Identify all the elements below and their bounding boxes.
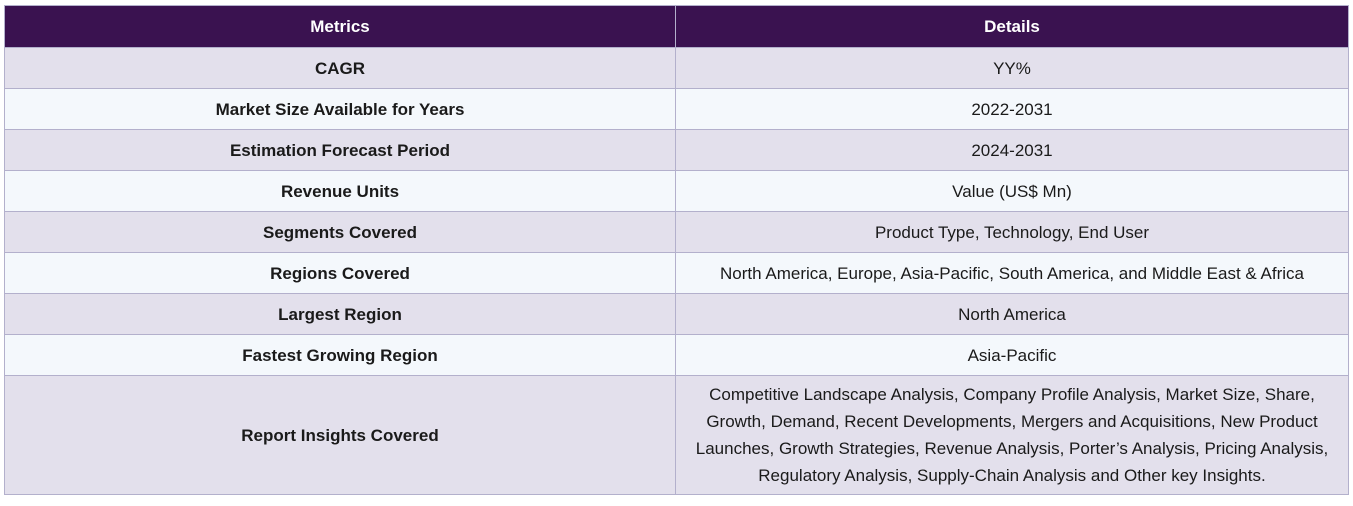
table-row: Regions Covered North America, Europe, A… <box>4 252 1349 294</box>
metric-cell: Revenue Units <box>4 170 676 212</box>
metric-cell: CAGR <box>4 47 676 89</box>
details-cell: 2024-2031 <box>675 129 1349 171</box>
metric-cell: Report Insights Covered <box>4 375 676 495</box>
metric-cell: Regions Covered <box>4 252 676 294</box>
metric-cell: Estimation Forecast Period <box>4 129 676 171</box>
table-row: Estimation Forecast Period 2024-2031 <box>4 129 1349 171</box>
details-cell: North America <box>675 293 1349 335</box>
table-row: Largest Region North America <box>4 293 1349 335</box>
metrics-table: Metrics Details CAGR YY% Market Size Ava… <box>4 5 1349 495</box>
table-row: Report Insights Covered Competitive Land… <box>4 375 1349 495</box>
details-cell: YY% <box>675 47 1349 89</box>
details-cell: Asia-Pacific <box>675 334 1349 376</box>
details-cell: Competitive Landscape Analysis, Company … <box>675 375 1349 495</box>
metric-cell: Market Size Available for Years <box>4 88 676 130</box>
details-cell: North America, Europe, Asia-Pacific, Sou… <box>675 252 1349 294</box>
metric-cell: Fastest Growing Region <box>4 334 676 376</box>
header-row: Metrics Details <box>4 5 1349 48</box>
details-cell: 2022-2031 <box>675 88 1349 130</box>
table-row: Revenue Units Value (US$ Mn) <box>4 170 1349 212</box>
details-cell: Product Type, Technology, End User <box>675 211 1349 253</box>
table-row: Segments Covered Product Type, Technolog… <box>4 211 1349 253</box>
details-cell: Value (US$ Mn) <box>675 170 1349 212</box>
metric-cell: Largest Region <box>4 293 676 335</box>
metric-cell: Segments Covered <box>4 211 676 253</box>
table-row: CAGR YY% <box>4 47 1349 89</box>
table-header: Metrics Details <box>4 5 1349 48</box>
details-column-header: Details <box>675 5 1349 48</box>
table-body: CAGR YY% Market Size Available for Years… <box>4 47 1349 495</box>
table-row: Fastest Growing Region Asia-Pacific <box>4 334 1349 376</box>
table-row: Market Size Available for Years 2022-203… <box>4 88 1349 130</box>
metrics-column-header: Metrics <box>4 5 676 48</box>
